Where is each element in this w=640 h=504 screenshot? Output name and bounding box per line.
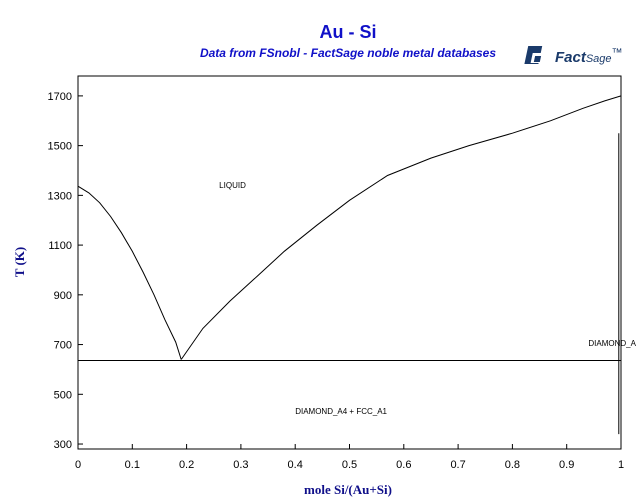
- x-tick-label: 0.4: [288, 459, 303, 471]
- y-tick-label: 1500: [48, 141, 72, 153]
- x-tick-label: 0.2: [179, 459, 194, 471]
- y-axis: 300 500 700 900 1100 1300 1500 1700: [48, 91, 83, 451]
- logo-suffix: Sage: [586, 53, 612, 65]
- factsage-logo-icon: [524, 46, 543, 64]
- y-tick-label: 900: [54, 290, 72, 302]
- x-axis: 0 0.1 0.2 0.3 0.4 0.5 0.6 0.7 0.8 0.9 1: [75, 444, 624, 471]
- y-tick-label: 1300: [48, 190, 72, 202]
- x-tick-label: 0.8: [505, 459, 520, 471]
- x-axis-label: mole Si/(Au+Si): [304, 482, 392, 497]
- x-tick-label: 0: [75, 459, 81, 471]
- chart-subtitle: Data from FSnobl - FactSage noble metal …: [200, 46, 496, 60]
- x-tick-label: 0.6: [396, 459, 411, 471]
- region-label: DIAMOND_A4 + FCC_A1: [295, 407, 387, 416]
- logo-tm: ™: [612, 47, 623, 59]
- x-tick-label: 0.3: [233, 459, 248, 471]
- logo-text: Fact: [555, 49, 587, 66]
- x-tick-label: 1: [618, 459, 624, 471]
- y-tick-label: 500: [54, 389, 72, 401]
- phase-boundary-line-2: [180, 95, 622, 360]
- region-label: DIAMOND_A: [588, 339, 636, 348]
- x-tick-label: 0.5: [342, 459, 357, 471]
- region-label: LIQUID: [219, 181, 246, 190]
- chart-title: Au - Si: [320, 22, 377, 42]
- x-tick-label: 0.9: [559, 459, 574, 471]
- y-tick-label: 1100: [48, 240, 72, 252]
- y-tick-label: 1700: [48, 91, 72, 103]
- svg-text:FactSage™: FactSage™: [555, 47, 623, 66]
- x-tick-label: 0.7: [450, 459, 465, 471]
- y-tick-label: 300: [54, 439, 72, 451]
- y-axis-label: T (K): [12, 247, 27, 277]
- factsage-logo: FactSage™: [524, 46, 623, 66]
- phase-boundary-line-1: [77, 185, 182, 360]
- y-tick-label: 700: [54, 340, 72, 352]
- region-labels: LIQUID DIAMOND_A4 + FCC_A1 DIAMOND_A: [219, 181, 636, 416]
- x-tick-label: 0.1: [125, 459, 140, 471]
- plot-frame: [77, 75, 622, 450]
- phase-boundaries: [77, 95, 622, 435]
